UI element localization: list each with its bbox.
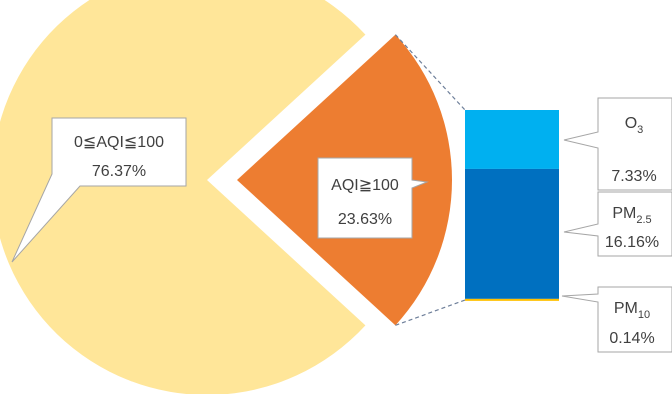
connector-line-top (394, 34, 466, 111)
callout-box (561, 286, 672, 353)
svg-text:PM2.5: PM2.5 (612, 205, 651, 226)
callout-aqi-0-100: 0≦AQI≦100 76.37% (11, 117, 187, 263)
slice-value-label: 23.63% (338, 211, 392, 228)
segment-value-label: 0.14% (609, 330, 654, 347)
slice-label: 0≦AQI≦100 (74, 134, 164, 151)
connector-line-bottom (395, 299, 466, 326)
segment-label: PM (614, 300, 638, 317)
callout-pm10: PM10 0.14% (561, 286, 672, 353)
segment-value-label: 16.16% (605, 234, 659, 251)
bar-segment-pm10 (465, 298, 559, 301)
segment-label: O (625, 115, 637, 132)
callout-pm25: PM2.5 16.16% (563, 191, 672, 257)
slice-label: AQI≧100 (331, 177, 399, 194)
segment-value-label: 7.33% (611, 168, 656, 185)
callout-aqi-over-100: AQI≧100 23.63% (317, 157, 429, 239)
segment-label: PM (612, 205, 636, 222)
segment-label-subscript: 3 (637, 124, 643, 136)
pie-slice-aqi-0-100 (0, 0, 366, 394)
bar-segment-o3 (465, 110, 559, 169)
svg-text:O3: O3 (625, 115, 644, 136)
svg-text:PM10: PM10 (614, 300, 650, 321)
callout-o3: O3 7.33% (563, 97, 672, 191)
slice-value-label: 76.37% (92, 163, 146, 180)
callout-box (563, 97, 672, 191)
segment-label-subscript: 10 (638, 309, 650, 321)
callout-box (317, 157, 429, 239)
callout-box (11, 117, 187, 263)
breakdown-bar (465, 110, 559, 301)
callout-box (563, 191, 672, 257)
bar-segment-pm25 (465, 168, 559, 299)
segment-label-subscript: 2.5 (636, 214, 651, 226)
